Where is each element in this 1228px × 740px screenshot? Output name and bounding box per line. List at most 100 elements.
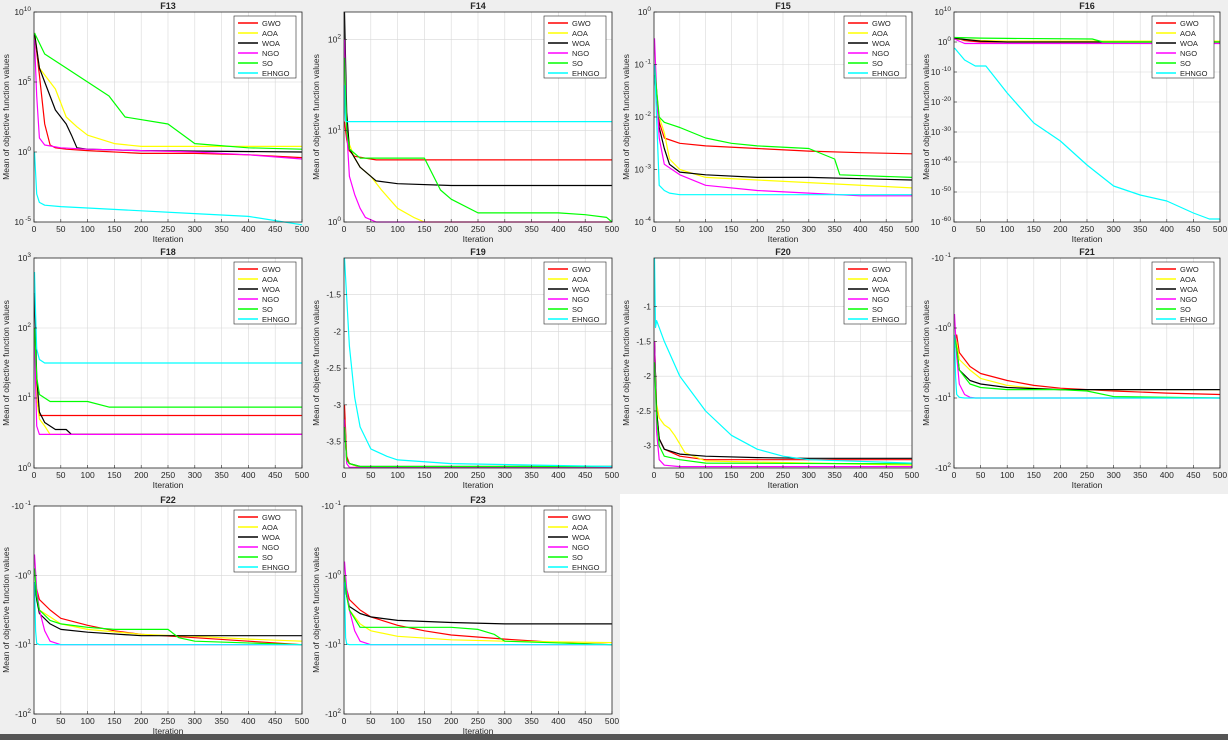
series-line-so bbox=[33, 32, 303, 150]
x-tick-label: 250 bbox=[471, 716, 485, 726]
y-tick-label: 10 bbox=[634, 112, 644, 122]
legend-label-ngo: NGO bbox=[1180, 295, 1197, 304]
legend-label-gwo: GWO bbox=[572, 265, 591, 274]
chart-title: F16 bbox=[1079, 1, 1095, 11]
x-tick-label: 0 bbox=[342, 470, 347, 480]
y-tick-exponent: -10 bbox=[942, 66, 952, 73]
y-tick-exponent: -1 bbox=[945, 252, 951, 259]
y-tick-label: 10 bbox=[18, 393, 28, 403]
y-tick-exponent: 2 bbox=[337, 33, 341, 40]
x-tick-label: 200 bbox=[444, 224, 458, 234]
x-tick-label: 0 bbox=[342, 716, 347, 726]
series-group bbox=[33, 271, 302, 435]
legend-label-gwo: GWO bbox=[262, 19, 281, 28]
y-tick-label: 10 bbox=[634, 217, 644, 227]
series-line-so bbox=[653, 362, 913, 465]
x-tick-label: 250 bbox=[1080, 224, 1094, 234]
y-tick-exponent: 0 bbox=[947, 322, 951, 329]
y-tick-exponent: -40 bbox=[942, 156, 952, 163]
legend-label-woa: WOA bbox=[572, 39, 590, 48]
x-tick-label: 200 bbox=[134, 224, 148, 234]
series-line-so bbox=[954, 36, 1220, 43]
y-tick-label: 10 bbox=[931, 67, 941, 77]
series-line-ehngo bbox=[953, 334, 1220, 399]
series-line-ehngo bbox=[343, 257, 613, 468]
series-group bbox=[33, 554, 303, 646]
chart-title: F20 bbox=[775, 247, 791, 257]
x-tick-label: 350 bbox=[828, 224, 842, 234]
y-tick-label: -2 bbox=[333, 326, 341, 336]
x-tick-label: 100 bbox=[391, 716, 405, 726]
y-tick-label: 10 bbox=[328, 34, 338, 44]
series-line-ehngo bbox=[343, 84, 612, 123]
x-axis-label: Iteration bbox=[1072, 480, 1103, 490]
y-tick-label: 10 bbox=[931, 157, 941, 167]
x-tick-label: 0 bbox=[652, 224, 657, 234]
legend-label-ehngo: EHNGO bbox=[572, 315, 600, 324]
chart-panel-f18: 0 50 100 150 200 250 300 350 400 450 500 10 3 10 2 10 1 1… bbox=[0, 246, 310, 492]
x-tick-label: 400 bbox=[1160, 224, 1174, 234]
chart-panel-f21: 0 50 100 150 200 250 300 350 400 450 500 -10 -1 -10 0-… bbox=[920, 246, 1228, 492]
y-tick-label: -10 bbox=[935, 323, 948, 333]
x-tick-label: 400 bbox=[241, 224, 255, 234]
y-tick-label: -10 bbox=[15, 709, 28, 719]
series-group bbox=[953, 313, 1221, 399]
y-tick-label: 10 bbox=[328, 217, 338, 227]
legend-label-ehngo: EHNGO bbox=[262, 563, 290, 572]
y-tick-label: 10 bbox=[931, 187, 941, 197]
y-tick-label: -10 bbox=[935, 393, 948, 403]
y-tick-label: 10 bbox=[634, 60, 644, 70]
chart-f22: 0 50 100 150 200 250 300 350 400 450 500-10 -1-10 0-… bbox=[1, 495, 309, 736]
y-axis-label: Mean of objective function values bbox=[311, 54, 321, 180]
y-tick-exponent: 3 bbox=[27, 252, 31, 259]
legend-label-ehngo: EHNGO bbox=[872, 315, 900, 324]
x-tick-label: 400 bbox=[853, 224, 867, 234]
y-tick-label: 10 bbox=[18, 323, 28, 333]
x-tick-label: 0 bbox=[342, 224, 347, 234]
y-axis-label: Mean of objective function values bbox=[1, 547, 11, 673]
x-tick-label: 300 bbox=[188, 716, 202, 726]
y-axis-label: Mean of objective function values bbox=[921, 54, 931, 180]
y-tick-label: -3 bbox=[643, 441, 651, 451]
x-tick-label: 250 bbox=[471, 470, 485, 480]
x-tick-label: 200 bbox=[750, 470, 764, 480]
series-line-gwo bbox=[343, 582, 613, 646]
x-tick-label: 250 bbox=[161, 470, 175, 480]
legend-label-ehngo: EHNGO bbox=[1180, 69, 1208, 78]
y-tick-exponent: 1 bbox=[947, 392, 951, 399]
legend-label-gwo: GWO bbox=[872, 265, 891, 274]
x-tick-label: 500 bbox=[905, 470, 919, 480]
x-tick-label: 100 bbox=[81, 470, 95, 480]
series-group bbox=[653, 257, 913, 468]
y-tick-label: -1 bbox=[643, 302, 651, 312]
empty-area bbox=[620, 494, 1228, 734]
y-tick-label: 10 bbox=[934, 7, 944, 17]
x-tick-label: 100 bbox=[81, 224, 95, 234]
x-tick-label: 200 bbox=[750, 224, 764, 234]
y-axis-label: Mean of objective function values bbox=[621, 54, 631, 180]
x-tick-label: 350 bbox=[215, 224, 229, 234]
x-tick-label: 50 bbox=[366, 716, 376, 726]
legend-label-gwo: GWO bbox=[262, 513, 281, 522]
x-tick-label: 450 bbox=[879, 224, 893, 234]
series-line-so bbox=[653, 64, 913, 178]
x-tick-label: 50 bbox=[366, 470, 376, 480]
y-tick-exponent: -4 bbox=[645, 216, 651, 223]
x-axis-label: Iteration bbox=[768, 480, 799, 490]
x-tick-label: 250 bbox=[161, 716, 175, 726]
y-tick-exponent: 0 bbox=[27, 462, 31, 469]
y-tick-label: -10 bbox=[935, 463, 948, 473]
y-tick-label: 10 bbox=[18, 463, 28, 473]
y-tick-exponent: -50 bbox=[942, 186, 952, 193]
legend-label-ngo: NGO bbox=[262, 49, 279, 58]
x-tick-label: 150 bbox=[417, 224, 431, 234]
y-tick-exponent: 0 bbox=[337, 569, 341, 576]
x-axis-label: Iteration bbox=[768, 234, 799, 244]
x-tick-label: 300 bbox=[498, 224, 512, 234]
legend-box bbox=[1151, 261, 1215, 325]
chart-title: F15 bbox=[775, 1, 791, 11]
